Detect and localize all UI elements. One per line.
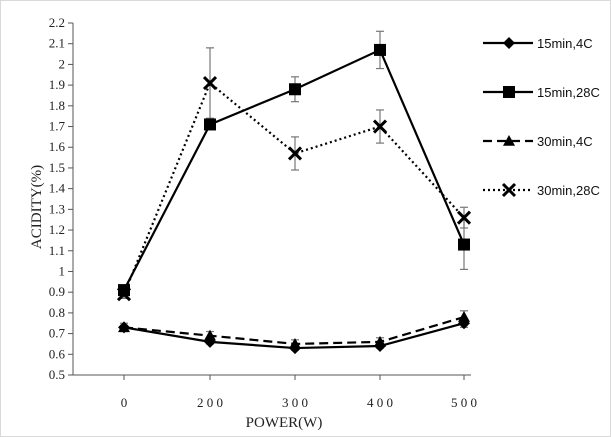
- square-marker: [374, 43, 386, 56]
- triangle-marker: [458, 311, 470, 322]
- legend-entry: 15min,4C: [483, 36, 593, 51]
- y-tick-label: 1: [59, 263, 66, 278]
- x-marker-stroke: [116, 287, 132, 302]
- x-marker-stroke: [202, 75, 218, 91]
- x-marker-stroke: [372, 119, 388, 134]
- legend-label: 30min,28C: [537, 183, 600, 198]
- square-marker: [204, 118, 216, 131]
- y-tick-label: 1.4: [49, 181, 66, 196]
- x-marker: [202, 75, 218, 91]
- legend-square-marker: [503, 86, 515, 98]
- y-tick-label: 0.8: [49, 305, 65, 320]
- x-tick-label: 2 0 0: [197, 395, 223, 410]
- y-tick-label: 1.7: [49, 119, 66, 134]
- y-tick-label: 1.9: [49, 77, 65, 92]
- y-tick-label: 1.5: [49, 160, 65, 175]
- error-bars: [120, 30, 468, 351]
- x-tick-label: 3 0 0: [282, 395, 308, 410]
- legend-diamond-marker: [503, 37, 515, 49]
- x-tick-label: 0: [121, 395, 128, 410]
- y-tick-label: 1.6: [49, 139, 66, 154]
- x-marker: [456, 210, 472, 225]
- axes: [68, 22, 471, 380]
- legend-triangle-marker: [503, 135, 515, 146]
- series-line-4: [122, 81, 465, 295]
- legend-entry: 15min,28C: [483, 85, 600, 100]
- legend-label: 15min,28C: [537, 85, 600, 100]
- square-marker: [458, 238, 470, 251]
- x-tick-labels: 0 2 0 0 3 0 0 4 0 0 5 0 0: [121, 395, 477, 410]
- legend-x-marker: [501, 182, 517, 198]
- x-marker: [287, 146, 303, 161]
- triangle-marker: [118, 321, 130, 333]
- legend-label: 15min,4C: [537, 36, 593, 51]
- x-tick-label: 5 0 0: [451, 395, 477, 410]
- y-tick-label: 0.6: [49, 346, 66, 361]
- legend-entry: 30min,28C: [483, 182, 600, 198]
- x-marker-stroke: [287, 146, 303, 161]
- y-tick-label: 2.1: [49, 36, 65, 51]
- y-tick-labels: 0.5 0.6 0.7 0.8 0.9 1 1.1 1.2 1.3 1.4 1.5 1.6 1.7 1.8…: [49, 15, 66, 382]
- triangle-marker: [289, 337, 301, 349]
- y-tick-label: 0.7: [49, 326, 66, 341]
- square-marker: [289, 83, 301, 96]
- y-tick-label: 0.9: [49, 284, 65, 299]
- triangle-marker: [374, 335, 386, 347]
- x-marker: [116, 287, 132, 302]
- x-tick-label: 4 0 0: [367, 395, 393, 410]
- legend-entry: 30min,4C: [483, 134, 593, 149]
- x-marker-stroke: [501, 182, 517, 198]
- y-tick-label: 1.1: [49, 243, 65, 258]
- y-tick-label: 1.2: [49, 222, 65, 237]
- y-tick-label: 1.8: [49, 98, 65, 113]
- x-marker-stroke: [456, 210, 472, 225]
- triangle-marker: [204, 329, 216, 341]
- x-marker: [372, 119, 388, 134]
- series-markers: [116, 43, 472, 355]
- y-tick-label: 2: [59, 56, 66, 71]
- x-axis-title: POWER(W): [246, 415, 323, 431]
- y-tick-label: 0.5: [49, 367, 65, 382]
- y-axis-title: ACIDITY(%): [29, 165, 45, 249]
- y-tick-label: 2.2: [49, 15, 65, 30]
- legend-label: 30min,4C: [537, 134, 593, 149]
- y-tick-label: 1.3: [49, 201, 65, 216]
- legend: 15min,4C 15min,28C 30min,4C 30min,28C: [483, 36, 600, 198]
